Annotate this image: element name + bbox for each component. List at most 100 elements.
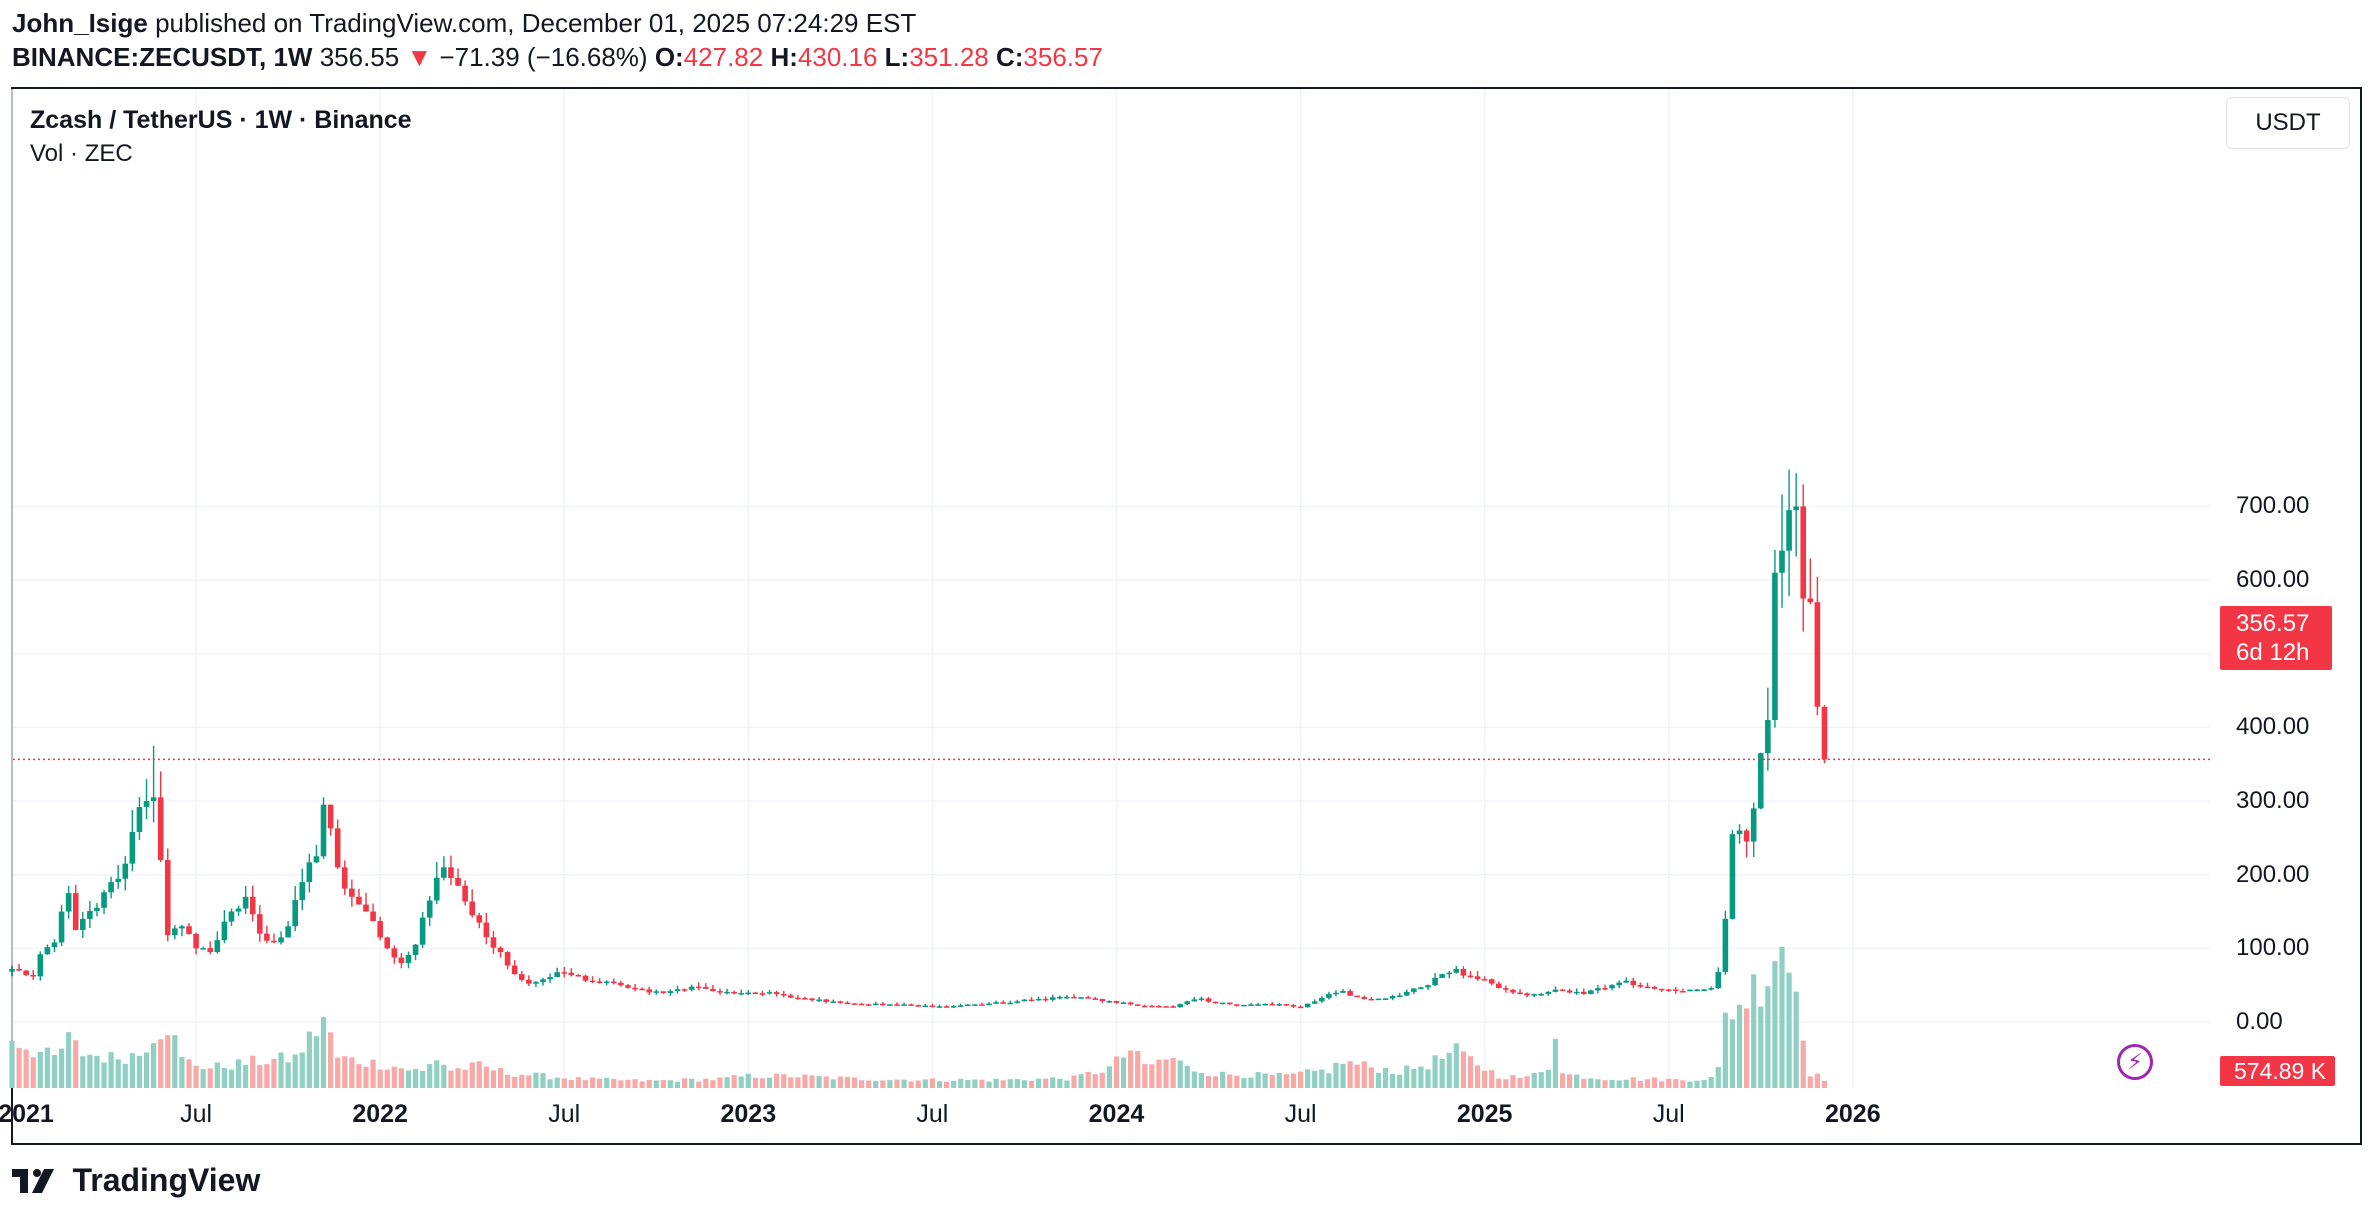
candle-body bbox=[1290, 1005, 1297, 1007]
candle-body bbox=[1000, 1002, 1006, 1004]
candle-layer bbox=[9, 469, 1828, 1009]
volume-bar bbox=[9, 1041, 15, 1088]
volume-bar bbox=[1071, 1075, 1077, 1088]
volume-bar bbox=[1021, 1080, 1028, 1088]
volume-bar bbox=[313, 1036, 320, 1088]
volume-bar bbox=[1283, 1074, 1289, 1088]
volume-bar bbox=[179, 1057, 185, 1088]
volume-bar bbox=[674, 1081, 681, 1088]
candle-body bbox=[950, 1006, 957, 1008]
volume-bar bbox=[1531, 1072, 1537, 1088]
volume-bar bbox=[469, 1062, 475, 1088]
candle-body bbox=[1765, 720, 1771, 754]
candle-body bbox=[540, 979, 546, 983]
volume-bar bbox=[653, 1080, 659, 1088]
candle-body bbox=[172, 928, 178, 936]
candle-body bbox=[1439, 974, 1445, 978]
volume-bar bbox=[1163, 1059, 1169, 1088]
time-tick-label: Jul bbox=[180, 1100, 213, 1128]
volume-bar bbox=[1581, 1078, 1587, 1088]
chart-legend-title[interactable]: Zcash / TetherUS · 1W · Binance bbox=[30, 106, 412, 134]
lightning-icon[interactable]: ⚡ bbox=[2117, 1044, 2153, 1080]
candle-body bbox=[80, 918, 86, 930]
candle-body bbox=[759, 993, 766, 995]
volume-bar bbox=[915, 1080, 921, 1088]
candle-body bbox=[1120, 1002, 1127, 1004]
volume-bar bbox=[228, 1069, 235, 1088]
candle-body bbox=[1531, 994, 1537, 996]
volume-bar bbox=[94, 1055, 100, 1088]
candle-body bbox=[582, 975, 589, 981]
volume-legend[interactable]: Vol · ZEC bbox=[30, 140, 133, 167]
candle-body bbox=[1545, 991, 1552, 995]
candle-body bbox=[313, 856, 320, 863]
candle-body bbox=[681, 989, 688, 991]
volume-bar bbox=[547, 1079, 553, 1088]
volume-bar bbox=[108, 1052, 114, 1088]
high-label: H: bbox=[770, 42, 798, 72]
volume-bar bbox=[1821, 1080, 1828, 1088]
volume-bar bbox=[1446, 1052, 1452, 1088]
volume-bar bbox=[1085, 1071, 1091, 1088]
volume-bar bbox=[1333, 1062, 1339, 1088]
volume-bar bbox=[1602, 1080, 1608, 1088]
candle-body bbox=[1651, 987, 1658, 989]
volume-value-label: 574.89 K bbox=[2220, 1056, 2335, 1086]
volume-bar bbox=[1729, 1019, 1736, 1088]
candle-body bbox=[1163, 1006, 1169, 1008]
volume-bar bbox=[58, 1048, 65, 1088]
tradingview-logo[interactable]: TradingView bbox=[12, 1162, 260, 1202]
candle-body bbox=[1099, 999, 1106, 1002]
candle-body bbox=[434, 877, 440, 901]
last-price-label: 356.57 6d 12h bbox=[2220, 606, 2332, 670]
volume-bar bbox=[795, 1077, 801, 1088]
candle-body bbox=[731, 991, 737, 994]
candle-body bbox=[1340, 991, 1346, 993]
candle-body bbox=[1460, 968, 1467, 976]
volume-bar bbox=[1347, 1061, 1353, 1088]
volume-bar bbox=[405, 1070, 412, 1088]
symbol-label: BINANCE:ZECUSDT, 1W bbox=[12, 42, 313, 72]
volume-bar bbox=[1404, 1065, 1410, 1088]
candle-body bbox=[674, 989, 681, 992]
candle-body bbox=[1142, 1005, 1148, 1008]
time-tick-label: 2023 bbox=[720, 1100, 777, 1128]
volume-bar bbox=[1503, 1079, 1509, 1088]
author-name[interactable]: John_Isige bbox=[12, 8, 148, 38]
volume-bar bbox=[604, 1077, 610, 1088]
candle-body bbox=[476, 915, 483, 923]
volume-bar bbox=[44, 1047, 50, 1088]
candle-body bbox=[271, 940, 277, 943]
volume-bar bbox=[696, 1081, 702, 1088]
candle-body bbox=[1524, 993, 1530, 996]
candle-body bbox=[901, 1004, 907, 1006]
volume-bar bbox=[328, 1032, 334, 1088]
price-tick-label: 200.00 bbox=[2236, 860, 2310, 888]
candle-body bbox=[65, 893, 72, 912]
candle-body bbox=[9, 968, 15, 972]
volume-bar bbox=[1588, 1078, 1594, 1088]
volume-bar bbox=[519, 1074, 525, 1088]
candle-body bbox=[214, 940, 221, 953]
currency-button[interactable]: USDT bbox=[2226, 97, 2350, 149]
candle-body bbox=[1680, 991, 1686, 993]
candle-body bbox=[1595, 988, 1601, 991]
candle-body bbox=[745, 992, 752, 995]
candle-body bbox=[1517, 992, 1523, 995]
candle-body bbox=[306, 862, 313, 883]
published-text: published on TradingView.com, December 0… bbox=[155, 8, 917, 38]
volume-bar bbox=[1234, 1075, 1240, 1088]
volume-bar bbox=[1425, 1069, 1431, 1088]
volume-bar bbox=[802, 1074, 808, 1088]
candle-body bbox=[1064, 996, 1070, 999]
volume-bar bbox=[844, 1076, 851, 1088]
chart-frame[interactable] bbox=[11, 87, 2362, 1145]
price-tick-label: 300.00 bbox=[2236, 787, 2310, 815]
volume-bar bbox=[349, 1057, 355, 1088]
volume-bar bbox=[122, 1063, 128, 1088]
candle-body bbox=[1191, 999, 1198, 1002]
volume-bar bbox=[1142, 1064, 1148, 1088]
volume-bar bbox=[1559, 1073, 1566, 1088]
volume-bar bbox=[1616, 1080, 1622, 1088]
